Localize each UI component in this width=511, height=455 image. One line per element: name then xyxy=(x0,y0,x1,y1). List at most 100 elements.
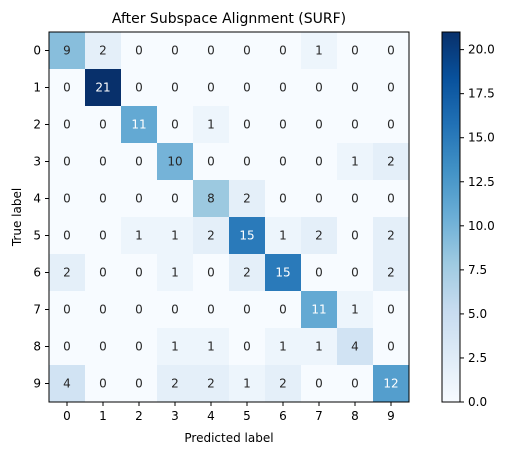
cell-value-label: 2 xyxy=(63,266,71,280)
cell-value-label: 2 xyxy=(243,192,251,206)
cell-value-label: 0 xyxy=(63,155,71,169)
cell-value-label: 2 xyxy=(387,229,395,243)
y-axis-label: True label xyxy=(10,188,24,247)
cell-value-label: 0 xyxy=(99,266,107,280)
cell-value-label: 0 xyxy=(63,118,71,132)
cell-value-label: 0 xyxy=(243,118,251,132)
cell-value-label: 8 xyxy=(207,192,215,206)
cell-value-label: 11 xyxy=(131,118,146,132)
x-axis-label: Predicted label xyxy=(184,431,273,445)
x-tick-label: 1 xyxy=(99,409,107,423)
cell-value-label: 0 xyxy=(387,340,395,354)
cell-value-label: 0 xyxy=(315,192,323,206)
cell-value-label: 2 xyxy=(279,377,287,391)
cell-value-label: 0 xyxy=(63,81,71,95)
cell-value-label: 0 xyxy=(207,303,215,317)
y-tick-label: 6 xyxy=(33,266,41,280)
cell-value-label: 0 xyxy=(63,303,71,317)
x-tick-label: 6 xyxy=(279,409,287,423)
cell-value-label: 2 xyxy=(387,155,395,169)
cell-value-label: 15 xyxy=(275,266,290,280)
cell-value-label: 0 xyxy=(279,303,287,317)
cell-value-label: 2 xyxy=(207,229,215,243)
cell-value-label: 0 xyxy=(135,303,143,317)
cell-value-label: 0 xyxy=(171,192,179,206)
cell-value-label: 0 xyxy=(99,229,107,243)
cell-value-label: 1 xyxy=(279,229,287,243)
cell-value-label: 1 xyxy=(207,118,215,132)
cell-value-label: 0 xyxy=(63,229,71,243)
cell-value-label: 0 xyxy=(351,266,359,280)
cell-value-label: 12 xyxy=(383,377,398,391)
cell-value-label: 0 xyxy=(63,340,71,354)
colorbar-tick-label: 5.0 xyxy=(468,307,487,321)
y-tick-label: 8 xyxy=(33,340,41,354)
cell-value-label: 0 xyxy=(315,81,323,95)
x-axis-ticks: 0123456789 xyxy=(63,402,395,423)
cell-value-label: 2 xyxy=(171,377,179,391)
cell-value-label: 1 xyxy=(315,44,323,58)
cell-value-label: 2 xyxy=(207,377,215,391)
y-tick-label: 0 xyxy=(33,44,41,58)
cell-value-label: 0 xyxy=(351,118,359,132)
cell-value-label: 4 xyxy=(351,340,359,354)
cell-value-label: 0 xyxy=(99,377,107,391)
y-tick-label: 9 xyxy=(33,377,41,391)
cell-value-label: 0 xyxy=(351,377,359,391)
cell-value-label: 0 xyxy=(99,192,107,206)
y-axis-ticks: 0 1 2 3 4 5 6 7 8 9 xyxy=(33,44,49,391)
cell-value-label: 0 xyxy=(387,118,395,132)
cell-value-label: 0 xyxy=(135,81,143,95)
colorbar-tick-label: 20.0 xyxy=(468,43,495,57)
y-tick-label: 3 xyxy=(33,155,41,169)
cell-value-label: 0 xyxy=(351,44,359,58)
cell-value-label: 2 xyxy=(387,266,395,280)
cell-value-label: 1 xyxy=(279,340,287,354)
y-tick-label: 4 xyxy=(33,192,41,206)
x-tick-label: 8 xyxy=(351,409,359,423)
cell-value-label: 0 xyxy=(387,303,395,317)
x-tick-label: 0 xyxy=(63,409,71,423)
cell-value-label: 1 xyxy=(243,377,251,391)
x-tick-label: 3 xyxy=(171,409,179,423)
chart-title: After Subspace Alignment (SURF) xyxy=(112,11,346,27)
heatmap-cells: 9 2 0 0 0 0 0 1 0 00 21 0 0 0 0 0 0 0 00 0 11 0 1 0 0 0 0 00 0 0 10 0 0 0… xyxy=(49,32,409,402)
x-tick-label: 5 xyxy=(243,409,251,423)
colorbar-tick-label: 2.5 xyxy=(468,351,487,365)
cell-value-label: 0 xyxy=(243,303,251,317)
cell-value-label: 1 xyxy=(351,303,359,317)
cell-value-label: 0 xyxy=(279,118,287,132)
cell-value-label: 10 xyxy=(167,155,182,169)
cell-value-label: 1 xyxy=(315,340,323,354)
cell-value-label: 0 xyxy=(99,118,107,132)
cell-value-label: 0 xyxy=(135,377,143,391)
cell-value-label: 0 xyxy=(315,266,323,280)
cell-value-label: 0 xyxy=(63,192,71,206)
cell-value-label: 1 xyxy=(171,340,179,354)
cell-value-label: 0 xyxy=(315,377,323,391)
cell-value-label: 0 xyxy=(135,155,143,169)
cell-value-label: 0 xyxy=(387,192,395,206)
cell-value-label: 0 xyxy=(243,340,251,354)
cell-value-label: 1 xyxy=(171,266,179,280)
cell-value-label: 0 xyxy=(171,44,179,58)
x-tick-label: 9 xyxy=(387,409,395,423)
cell-value-label: 0 xyxy=(243,81,251,95)
colorbar-tick-label: 7.5 xyxy=(468,263,487,277)
cell-value-label: 0 xyxy=(171,303,179,317)
cell-value-label: 1 xyxy=(171,229,179,243)
colorbar-ticks: 0.0 2.5 5.0 7.5 10.0 12.5 15.0 17.5 20.0 xyxy=(460,43,495,409)
cell-value-label: 1 xyxy=(207,340,215,354)
y-tick-label: 7 xyxy=(33,303,41,317)
cell-value-label: 0 xyxy=(351,192,359,206)
y-tick-label: 1 xyxy=(33,81,41,95)
cell-value-label: 15 xyxy=(239,229,254,243)
cell-value-label: 0 xyxy=(351,229,359,243)
y-tick-label: 2 xyxy=(33,118,41,132)
cell-value-label: 0 xyxy=(351,81,359,95)
colorbar xyxy=(442,32,460,402)
x-tick-label: 2 xyxy=(135,409,143,423)
colorbar-tick-label: 10.0 xyxy=(468,219,495,233)
colorbar-tick-label: 12.5 xyxy=(468,175,495,189)
